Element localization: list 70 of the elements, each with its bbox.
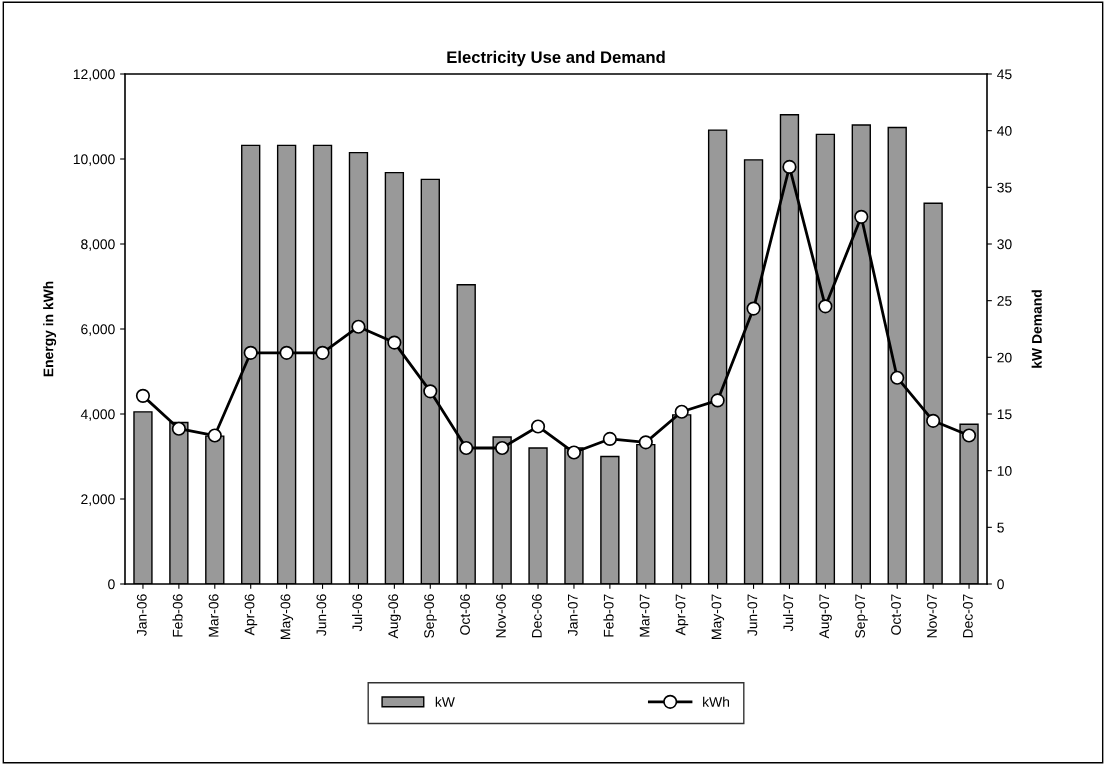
point (782, 159, 797, 175)
point (854, 209, 869, 224)
x-tick-label: Nov-07 (927, 594, 937, 638)
point (710, 393, 725, 408)
point (530, 419, 546, 434)
x-tick-label: Dec-07 (962, 594, 973, 638)
y2-tick-label: 0 (997, 579, 1004, 590)
point (566, 445, 582, 460)
legend-label: kWh (703, 696, 730, 707)
point (638, 435, 653, 450)
x-tick-label: Feb-07 (603, 594, 614, 637)
y2-tick-label: 10 (997, 466, 1012, 476)
x-tick-label: Feb-06 (172, 594, 183, 637)
x-tick-label: Jun-06 (316, 594, 327, 636)
y2-tick-label: 15 (997, 409, 1012, 420)
y-tick-label: 2,000 (81, 494, 115, 506)
y2-tick-label: 20 (997, 352, 1012, 363)
y-tick-label: 12,000 (73, 69, 115, 81)
y2-axis-title: kW Demand (1031, 290, 1042, 368)
y-tick-label: 8,000 (81, 239, 115, 251)
x-tick-label: Apr-06 (244, 594, 258, 636)
x-tick-label: Oct-07 (891, 594, 901, 635)
point (207, 428, 222, 443)
point (351, 319, 366, 334)
y-tick-label: 0 (108, 579, 115, 590)
x-tick-label: Nov-06 (496, 594, 506, 638)
y2-tick-label: 5 (997, 522, 1004, 533)
y2-tick-label: 35 (997, 182, 1012, 193)
x-tick-label: Jun-07 (747, 594, 758, 636)
point (423, 384, 438, 399)
point (602, 431, 617, 447)
point (243, 345, 258, 360)
y2-tick-label: 45 (997, 69, 1012, 80)
y2-tick-label: 30 (997, 239, 1012, 250)
y2-tick-label: 40 (997, 126, 1012, 136)
x-tick-label: May-07 (711, 594, 725, 639)
y2-tick-label: 25 (997, 296, 1012, 306)
x-tick-label: Apr-07 (675, 594, 689, 636)
y-axis-title: Energy in kWh (43, 281, 57, 377)
point (495, 440, 510, 456)
x-tick-label: Sep-07 (855, 594, 868, 638)
point (279, 345, 294, 360)
x-tick-label: Jan-06 (136, 594, 147, 636)
legend-label: kW (435, 696, 455, 707)
x-tick-label: Sep-06 (424, 594, 437, 638)
x-tick-label: Aug-06 (388, 594, 401, 639)
x-tick-label: Aug-07 (819, 594, 832, 639)
x-tick-label: Dec-06 (531, 594, 542, 638)
y-tick-label: 10,000 (73, 154, 115, 166)
x-tick-label: Jul-07 (782, 594, 794, 632)
point (674, 404, 689, 419)
point (926, 413, 941, 428)
x-tick-label: Mar-07 (639, 594, 650, 637)
point (315, 345, 330, 360)
point (459, 440, 474, 456)
point (387, 335, 402, 350)
point (746, 301, 761, 316)
x-tick-label: Jan-07 (567, 594, 578, 636)
x-tick-label: Jul-06 (351, 594, 363, 632)
point (890, 370, 905, 385)
point (818, 299, 833, 314)
x-tick-label: May-06 (280, 594, 294, 639)
y-tick-label: 4,000 (80, 409, 115, 421)
x-tick-label: Oct-06 (460, 594, 470, 635)
point (135, 388, 151, 403)
y-tick-label: 6,000 (81, 324, 115, 336)
chart-title: Electricity Use and Demand (447, 50, 665, 67)
point (171, 421, 186, 436)
x-tick-label: Mar-06 (208, 594, 219, 637)
point (961, 428, 977, 443)
